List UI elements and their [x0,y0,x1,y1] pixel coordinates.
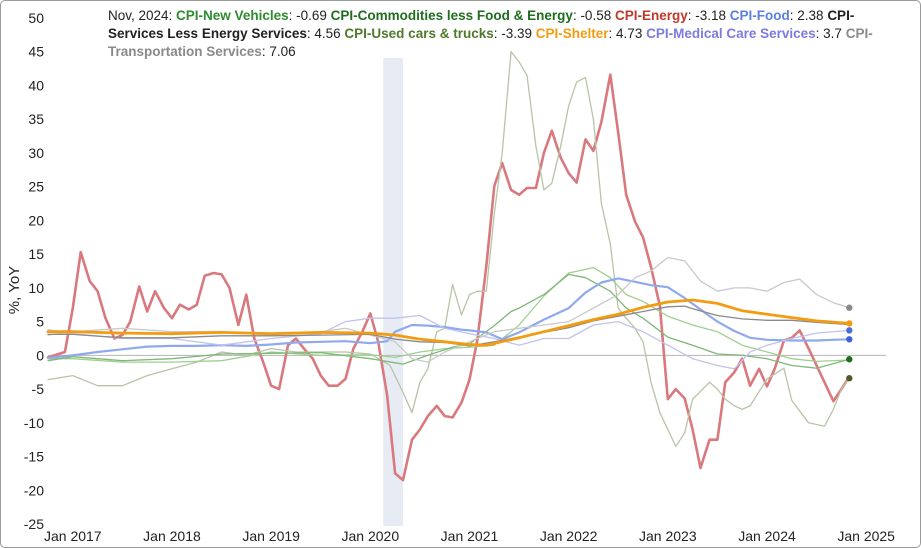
series-layer [46,51,851,482]
end-point-marker [846,304,853,311]
y-tick-label: -5 [32,381,45,397]
end-point-marker [846,320,853,327]
y-tick-label: 20 [28,212,44,228]
x-tick-label: Jan 2019 [242,528,300,544]
legend-series-value: : -0.58 [573,8,615,23]
y-axis-label: %, YoY [6,266,23,314]
end-point-marker [846,375,853,382]
legend-series-value: : 4.73 [609,26,647,41]
legend-series-name: CPI-Commodities less Food & Energy [331,8,574,23]
legend-series-value: : -0.69 [289,8,331,23]
series-line-cpi-food [46,277,851,360]
y-tick-label: 45 [28,44,44,60]
legend-series-name: CPI-Used cars & trucks [344,26,493,41]
x-tick-label: Jan 2022 [540,528,598,544]
y-tick-label: -10 [24,415,44,431]
legend-series-value: : 2.38 [790,8,828,23]
y-tick-label: 0 [36,347,44,363]
legend-line: Nov, 2024: CPI-New Vehicles: -0.69 CPI-C… [108,8,854,23]
legend-line: Transportation Services: 7.06 [108,44,296,59]
series-line-cpi-new-vehicles [47,266,850,363]
legend-series-value: : -3.39 [494,26,536,41]
x-tick-label: Jan 2017 [44,528,102,544]
x-tick-label: Jan 2020 [342,528,400,544]
legend-series-name: CPI- [827,8,854,23]
end-markers [846,304,853,382]
legend-series-name: CPI- [846,26,873,41]
legend-series-name: CPI-Shelter [536,26,610,41]
legend-series-name: Services Less Energy Services [108,26,307,41]
x-tick-label: Jan 2021 [441,528,499,544]
x-axis: Jan 2017 Jan 2018 Jan 2019 Jan 2020 Jan 2021… [44,528,895,544]
legend-series-name: Transportation Services [108,44,262,59]
x-tick-label: Jan 2018 [143,528,201,544]
series-line-cpi-commodities-less-food-energy [47,273,850,369]
legend: Nov, 2024: CPI-New Vehicles: -0.69 CPI-C… [108,8,873,59]
legend-line: Services Less Energy Services: 4.56 CPI-… [108,26,873,41]
y-tick-label: 50 [28,10,44,26]
y-tick-label: -15 [24,449,44,465]
series-line-cpi-used-cars-trucks [47,51,850,448]
x-tick-label: Jan 2024 [738,528,796,544]
end-point-marker [846,327,853,334]
legend-series-value: : 3.7 [816,26,846,41]
y-tick-label: 35 [28,111,44,127]
y-tick-label: 15 [28,246,44,262]
series-line-cpi-energy [46,73,851,482]
legend-series-name: CPI-Food [730,8,790,23]
legend-series-value: : 4.56 [307,26,345,41]
legend-series-name: CPI-Medical Care Services [646,26,816,41]
x-tick-label: Jan 2023 [639,528,697,544]
legend-series-value: : -3.18 [688,8,730,23]
y-tick-label: 5 [36,314,44,330]
legend-series-name: CPI-New Vehicles [176,8,289,23]
series-line-cpi-medical-care-services [47,314,850,370]
legend-series-name: CPI-Energy [615,8,688,23]
y-tick-label: 10 [28,280,44,296]
legend-series-value: : 7.06 [262,44,296,59]
series-line-cpi-shelter [46,298,851,347]
y-tick-label: 30 [28,145,44,161]
end-point-marker [846,336,853,343]
y-tick-label: 40 [28,77,44,93]
y-tick-label: -25 [24,516,44,532]
x-tick-label: Jan 2025 [837,528,895,544]
end-point-marker [846,356,853,363]
legend-date: Nov, 2024: [108,8,176,23]
y-tick-label: -20 [24,482,44,498]
y-tick-label: 25 [28,179,44,195]
y-axis: -25 -20 -15 -10 -5 0 5 10 15 20 25 30 35 40 45 50 [24,10,44,532]
